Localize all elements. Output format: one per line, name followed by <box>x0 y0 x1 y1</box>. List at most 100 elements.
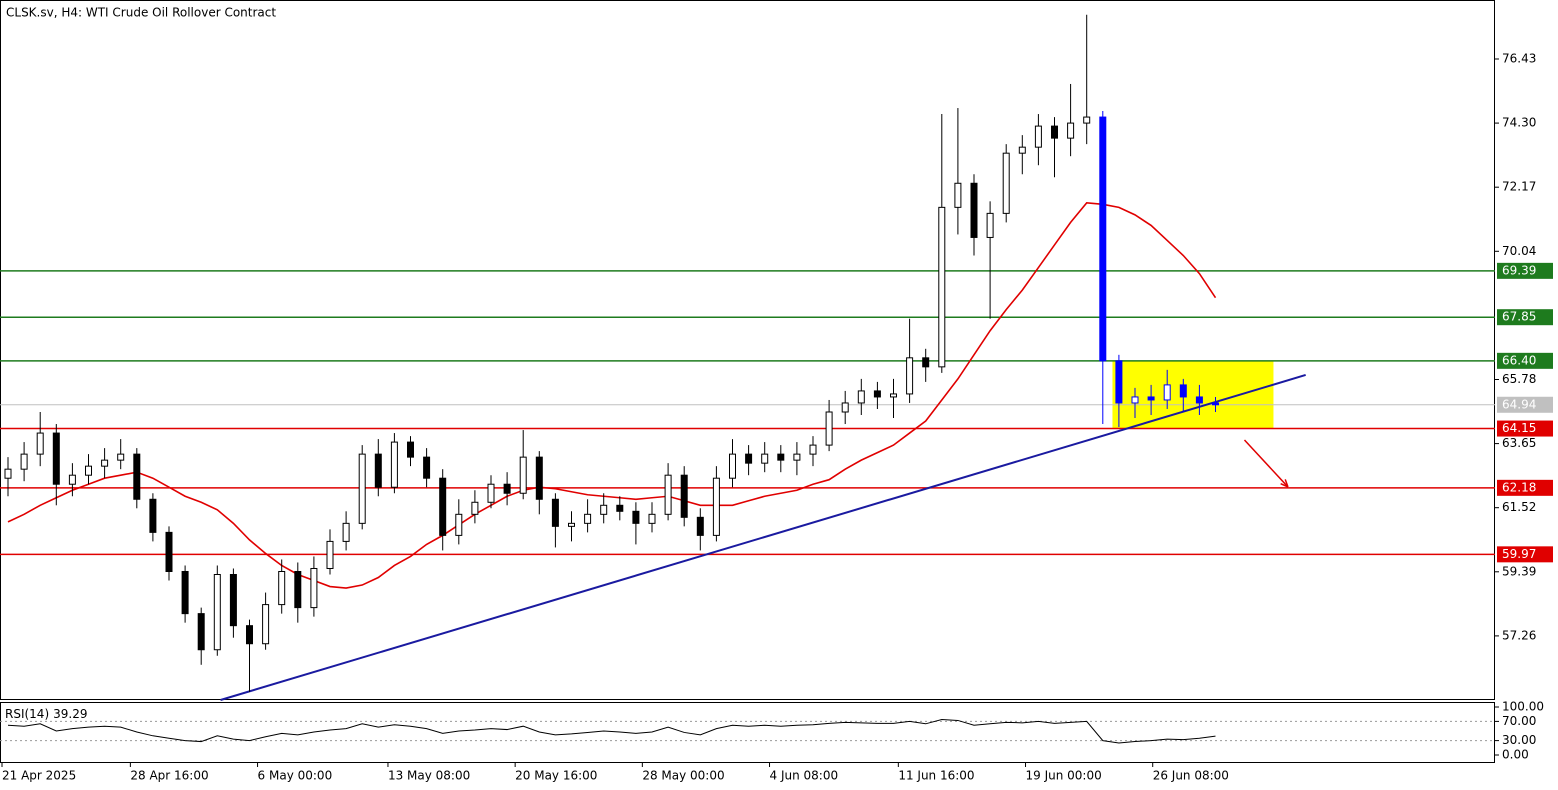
candle-body <box>1195 396 1203 404</box>
x-tick-label: 4 Jun 08:00 <box>770 769 839 783</box>
candle-body <box>1163 384 1171 401</box>
price-tag <box>1497 396 1553 413</box>
candle-body <box>487 483 495 503</box>
candle-body <box>632 510 640 524</box>
candle-body <box>841 402 849 413</box>
candle-body <box>793 453 801 461</box>
x-tick-label: 26 Jun 08:00 <box>1153 769 1229 783</box>
candle-body <box>535 456 543 500</box>
candle-body <box>133 453 141 500</box>
candle-body <box>117 453 125 461</box>
candle-body <box>1115 360 1123 404</box>
candle-body <box>1099 116 1107 362</box>
candle-body <box>36 432 44 455</box>
candle-body <box>568 522 575 527</box>
rsi-title: RSI(14) 39.29 <box>5 707 88 721</box>
price-tag-label: 59.97 <box>1502 547 1536 561</box>
price-tag <box>1497 352 1553 369</box>
price-tag-label: 66.40 <box>1502 353 1536 367</box>
candle-body <box>342 522 350 542</box>
candle-body <box>696 516 704 536</box>
candle-body <box>680 474 688 518</box>
candle-body <box>4 468 12 479</box>
moving-average <box>7 202 1217 589</box>
candle-body <box>809 444 817 455</box>
x-tick-label: 20 May 16:00 <box>515 769 597 783</box>
candle-body <box>213 574 221 651</box>
y-tick-label: 76.43 <box>1502 51 1536 65</box>
candle-body <box>1083 116 1091 124</box>
candle-body <box>729 453 736 479</box>
highlight-box <box>1112 360 1274 429</box>
y-tick-label: 70.04 <box>1502 244 1536 258</box>
candle-body <box>745 453 753 464</box>
x-tick-label: 11 Jun 16:00 <box>898 769 974 783</box>
candle-body <box>906 357 914 395</box>
candle-body <box>664 474 672 515</box>
candle-body <box>262 604 270 645</box>
price-tag-label: 64.94 <box>1502 397 1536 411</box>
candle-body <box>358 453 366 524</box>
candle-body <box>777 453 785 461</box>
candle-body <box>712 477 720 536</box>
candle-body <box>52 432 60 485</box>
rsi-panel-frame <box>0 702 1495 763</box>
candle-body <box>310 567 318 609</box>
candle-body <box>68 474 76 485</box>
candle-body <box>954 182 962 208</box>
rsi-tick-label: 70.00 <box>1502 714 1536 728</box>
trendline <box>220 374 1306 701</box>
candle-body <box>986 212 994 238</box>
candle-body <box>149 498 157 533</box>
chart-title: CLSK.sv, H4: WTI Crude Oil Rollover Cont… <box>6 6 276 20</box>
arrow <box>1243 439 1289 488</box>
rsi-tick-label: 0.00 <box>1502 748 1529 762</box>
price-tag <box>1497 546 1553 563</box>
y-tick-label: 57.26 <box>1502 628 1536 642</box>
main-panel-frame <box>0 0 1495 700</box>
price-tag-label: 67.85 <box>1502 310 1536 324</box>
candle-body <box>246 625 253 645</box>
candle-body <box>181 570 189 615</box>
rsi-tick-label: 100.00 <box>1502 700 1544 714</box>
candle-body <box>873 390 881 398</box>
x-tick-label: 28 Apr 16:00 <box>130 769 208 783</box>
candle-body <box>390 441 398 488</box>
x-tick-label: 6 May 00:00 <box>258 769 333 783</box>
candle-body <box>551 498 559 527</box>
candle-body <box>326 540 334 569</box>
candle-body <box>1147 396 1155 401</box>
candle-body <box>1034 125 1042 148</box>
candle-body <box>165 531 173 572</box>
candle-body <box>1018 146 1026 154</box>
candle-body <box>1179 384 1187 398</box>
candle-body <box>922 357 930 368</box>
x-tick-label: 19 Jun 00:00 <box>1026 769 1102 783</box>
rsi-tick-label: 30.00 <box>1502 733 1536 747</box>
candle-body <box>648 513 656 524</box>
y-tick-label: 61.52 <box>1502 500 1536 514</box>
price-tag-label: 62.18 <box>1502 480 1536 494</box>
candle-body <box>584 513 592 524</box>
candle-body <box>1131 396 1139 404</box>
price-tag <box>1497 262 1553 279</box>
x-tick-label: 13 May 08:00 <box>388 769 470 783</box>
rsi-line <box>7 718 1216 744</box>
price-tag <box>1497 479 1553 496</box>
price-tag <box>1497 309 1553 326</box>
candle-body <box>761 453 769 464</box>
rsi-current: 39.29 <box>53 707 87 721</box>
candle-body <box>1067 122 1075 139</box>
y-tick-label: 72.17 <box>1502 180 1536 194</box>
y-tick-label: 74.30 <box>1502 116 1536 130</box>
candle-body <box>101 459 109 467</box>
x-tick-label: 21 Apr 2025 <box>2 769 76 783</box>
candle-body <box>1212 402 1219 406</box>
candle-body <box>423 456 431 479</box>
candle-body <box>294 570 302 609</box>
candle-body <box>229 574 237 627</box>
candle-body <box>455 513 463 536</box>
candle-body <box>890 393 897 398</box>
